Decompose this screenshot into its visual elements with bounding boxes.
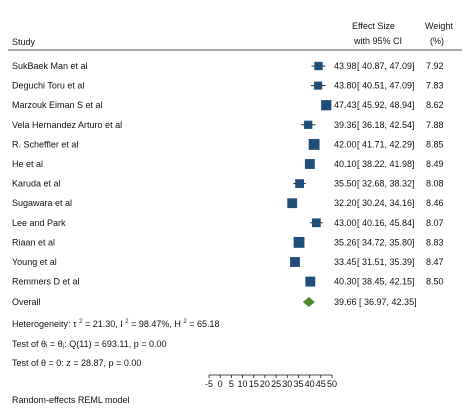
header-ci: with 95% CI <box>353 36 402 46</box>
heterogeneity-stats: Heterogeneity: τ 2 = 21.30, I 2 = 98.47%… <box>12 315 220 329</box>
study-marker <box>290 257 300 267</box>
x-tick-label: 25 <box>271 379 281 389</box>
study-rows: SukBaek Man et al 43.98[ 40.87, 47.09] 7.9… <box>12 61 444 287</box>
x-axis-ticks: -5 0 5 10 15 20 25 30 35 40 45 50 <box>205 375 337 389</box>
study-effect: 33.45 <box>334 257 357 267</box>
x-tick-label: 20 <box>260 379 270 389</box>
x-tick-label: 10 <box>238 379 248 389</box>
study-name: Sugawara et al <box>12 198 72 208</box>
overall-label: Overall <box>12 297 41 307</box>
study-marker <box>314 81 323 90</box>
study-name: Young et al <box>12 257 57 267</box>
study-effect: 42.00 <box>334 139 357 149</box>
study-effect: 35.50 <box>334 179 357 189</box>
study-effect: 43.80 <box>334 81 357 91</box>
study-ci: [ 41.71, 42.29] <box>357 139 415 149</box>
study-effect: 32.20 <box>334 198 357 208</box>
study-marker <box>304 159 315 169</box>
x-tick-label: 45 <box>316 379 326 389</box>
study-weight: 8.08 <box>426 179 444 189</box>
study-name: He et al <box>12 159 43 169</box>
study-effect: 47.43 <box>334 100 357 110</box>
study-name: Riaan et al <box>12 237 55 247</box>
x-tick-label: -5 <box>205 379 213 389</box>
study-effect: 43.98 <box>334 61 357 71</box>
study-ci: [ 32.68, 38.32] <box>357 179 415 189</box>
study-weight: 8.50 <box>426 277 444 287</box>
study-effect: 35.26 <box>334 237 357 247</box>
study-name: Marzouk Eiman S et al <box>12 100 103 110</box>
x-tick-label: 40 <box>305 379 315 389</box>
header-effect-size: Effect Size <box>352 21 395 31</box>
study-name: R. Scheffler et al <box>12 139 78 149</box>
study-weight: 8.46 <box>426 198 444 208</box>
study-effect: 40.10 <box>334 159 357 169</box>
study-name: SukBaek Man et al <box>12 61 88 71</box>
study-ci: [ 40.51, 47.09] <box>357 81 415 91</box>
study-ci: [ 40.16, 45.84] <box>357 218 415 228</box>
study-ci: [ 31.51, 35.39] <box>357 257 415 267</box>
study-marker <box>304 120 313 129</box>
header-weight-unit: (%) <box>430 36 444 46</box>
study-ci: [ 34.72, 35.80] <box>357 237 415 247</box>
homogeneity-test: Test of θᵢ = θⱼ: Q(11) = 693.11, p = 0.0… <box>12 339 167 349</box>
study-effect: 40.30 <box>334 277 357 287</box>
study-ci: [ 40.87, 47.09] <box>357 61 415 71</box>
study-marker <box>321 100 332 111</box>
study-weight: 8.49 <box>426 159 444 169</box>
study-ci: [ 38.45, 42.15] <box>357 277 415 287</box>
study-marker <box>293 236 305 248</box>
study-ci: [ 30.24, 34.16] <box>357 198 415 208</box>
study-weight: 8.07 <box>426 218 444 228</box>
study-weight: 7.92 <box>426 61 444 71</box>
study-effect: 43.00 <box>334 218 357 228</box>
study-ci: [ 38.22, 41.98] <box>357 159 415 169</box>
study-marker <box>314 61 323 71</box>
study-weight: 8.85 <box>426 139 444 149</box>
study-marker <box>287 198 298 209</box>
x-tick-label: 15 <box>249 379 259 389</box>
study-marker <box>305 276 316 287</box>
study-name: Deguchi Toru et al <box>12 81 84 91</box>
x-tick-label: 5 <box>229 379 234 389</box>
x-tick-label: 0 <box>218 379 223 389</box>
study-name: Vela Hernandez Arturo et al <box>12 120 122 130</box>
study-weight: 7.88 <box>426 120 444 130</box>
study-marker <box>308 138 320 150</box>
study-name: Lee and Park <box>12 218 66 228</box>
x-tick-label: 35 <box>293 379 303 389</box>
header-weight: Weight <box>425 21 453 31</box>
overall-diamond <box>302 297 315 307</box>
overall-values: 39.66 [ 36.97, 42.35] <box>334 297 417 307</box>
study-weight: 7.83 <box>426 81 444 91</box>
study-marker <box>295 179 304 188</box>
footnote: Random-effects REML model <box>12 395 130 405</box>
study-weight: 8.62 <box>426 100 444 110</box>
study-ci: [ 45.92, 48.94] <box>357 100 415 110</box>
x-tick-label: 50 <box>327 379 337 389</box>
header-study: Study <box>12 37 36 47</box>
x-tick-label: 30 <box>282 379 292 389</box>
study-marker <box>311 218 321 228</box>
study-weight: 8.83 <box>426 237 444 247</box>
study-ci: [ 36.18, 42.54] <box>357 120 415 130</box>
study-effect: 39.36 <box>334 120 357 130</box>
effect-test: Test of θ = 0: z = 28.87, p = 0.00 <box>12 358 141 368</box>
study-name: Remmers D et al <box>12 277 80 287</box>
study-weight: 8.47 <box>426 257 444 267</box>
study-name: Karuda et al <box>12 179 61 189</box>
